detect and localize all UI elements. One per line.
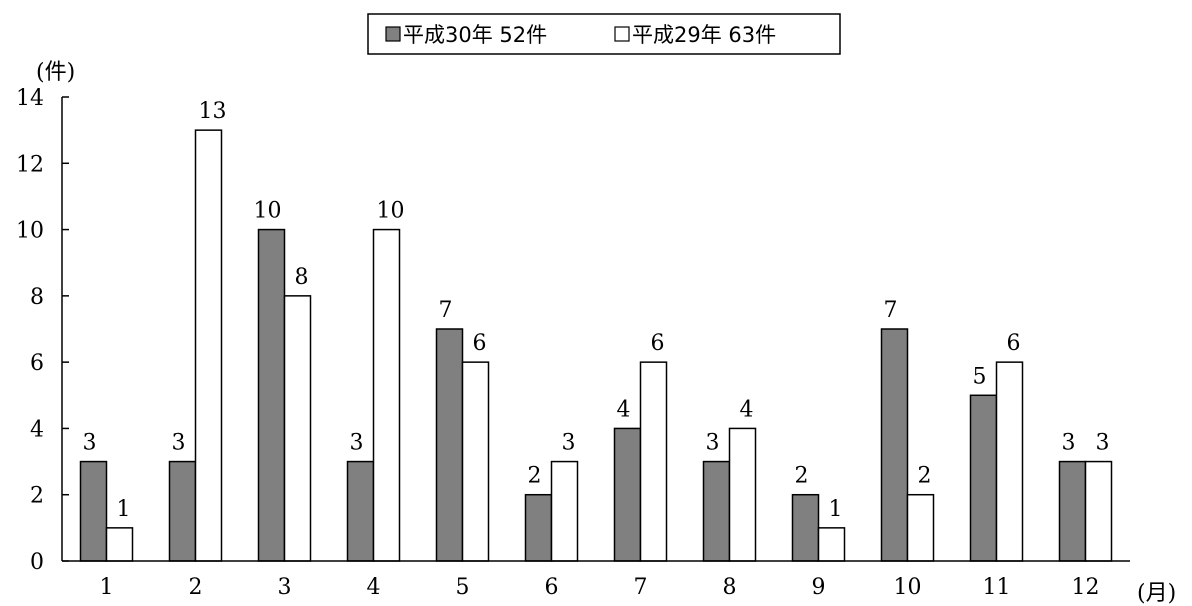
data-label-series-2: 2 — [918, 464, 932, 489]
bar-series-1 — [168, 460, 197, 562]
bar-series-2 — [550, 460, 579, 562]
bar-series-2 — [283, 295, 312, 562]
bar-series-2 — [194, 129, 223, 562]
data-label-series-1: 7 — [439, 298, 453, 323]
data-label-series-1: 3 — [350, 431, 364, 456]
x-tick-label: 6 — [545, 575, 559, 600]
bar-series-1 — [702, 460, 731, 562]
data-label-series-1: 2 — [795, 464, 809, 489]
data-label-series-2: 1 — [829, 497, 843, 522]
bar-series-1 — [880, 328, 909, 562]
bar-series-2 — [995, 361, 1024, 562]
data-label-series-2: 8 — [295, 265, 309, 290]
bar-series-1 — [1058, 460, 1087, 562]
data-label-series-2: 10 — [377, 199, 405, 224]
y-tick-label: 8 — [30, 285, 44, 310]
data-label-series-1: 2 — [528, 464, 542, 489]
y-tick-label: 14 — [16, 86, 44, 111]
bar-series-1 — [435, 328, 464, 562]
bar-series-2 — [639, 361, 668, 562]
x-tick-label: 8 — [723, 575, 737, 600]
legend-swatch-h30 — [385, 26, 401, 42]
data-label-series-2: 3 — [1096, 431, 1110, 456]
x-axis-unit-label: (月) — [1137, 581, 1176, 606]
legend-label-h30: 平成30年 52件 — [403, 23, 547, 47]
legend: 平成30年 52件 平成29年 63件 — [367, 13, 841, 55]
bar-series-2 — [105, 527, 134, 562]
y-tick-label: 12 — [16, 152, 44, 177]
data-label-series-2: 4 — [740, 397, 754, 422]
y-tick-label: 10 — [16, 219, 44, 244]
y-tick-label: 0 — [30, 550, 44, 575]
data-label-series-1: 7 — [884, 298, 898, 323]
bar-series-1 — [791, 493, 820, 562]
y-tick-label: 4 — [30, 417, 44, 442]
data-label-series-1: 10 — [254, 199, 282, 224]
data-label-series-1: 3 — [172, 431, 186, 456]
data-label-series-1: 3 — [1062, 431, 1076, 456]
x-tick-label: 10 — [894, 575, 922, 600]
bar-series-2 — [1084, 460, 1113, 562]
bar-series-1 — [79, 460, 108, 562]
legend-swatch-h29 — [614, 26, 630, 42]
bar-series-2 — [817, 527, 846, 562]
data-label-series-1: 3 — [83, 431, 97, 456]
x-tick-label: 12 — [1072, 575, 1100, 600]
x-tick-label: 3 — [278, 575, 292, 600]
data-label-series-1: 5 — [973, 364, 987, 389]
x-tick-label: 7 — [634, 575, 648, 600]
bar-series-1 — [613, 427, 642, 562]
bar-series-2 — [372, 228, 401, 562]
data-label-series-2: 1 — [117, 497, 131, 522]
x-tick-label: 11 — [983, 575, 1011, 600]
legend-frame — [367, 13, 841, 55]
bar-series-1 — [257, 228, 286, 562]
y-axis-ticks: 0 2 4 6 8 10 12 14 — [16, 86, 69, 575]
bar-series-2 — [728, 427, 757, 562]
data-label-series-1: 3 — [706, 431, 720, 456]
x-tick-label: 5 — [456, 575, 470, 600]
y-axis-unit-label: (件) — [36, 60, 75, 85]
data-label-series-2: 3 — [562, 431, 576, 456]
legend-label-h29: 平成29年 63件 — [632, 23, 776, 47]
data-label-series-2: 6 — [651, 331, 665, 356]
x-tick-label: 1 — [100, 575, 114, 600]
x-tick-label: 2 — [189, 575, 203, 600]
x-tick-label: 9 — [812, 575, 826, 600]
x-tick-label: 4 — [367, 575, 381, 600]
data-label-series-1: 4 — [617, 397, 631, 422]
y-tick-label: 6 — [30, 351, 44, 376]
y-tick-label: 2 — [30, 484, 44, 509]
bar-series-1 — [346, 460, 375, 562]
data-label-series-2: 6 — [1007, 331, 1021, 356]
bars — [79, 129, 1113, 562]
bar-series-2 — [906, 493, 935, 562]
bar-series-1 — [524, 493, 553, 562]
data-label-series-2: 13 — [199, 99, 227, 124]
data-label-series-2: 6 — [473, 331, 487, 356]
bar-series-2 — [461, 361, 490, 562]
x-axis-ticks: 1 2 3 4 5 6 7 8 9 10 11 12 — [100, 575, 1100, 600]
bar-series-1 — [969, 394, 998, 562]
